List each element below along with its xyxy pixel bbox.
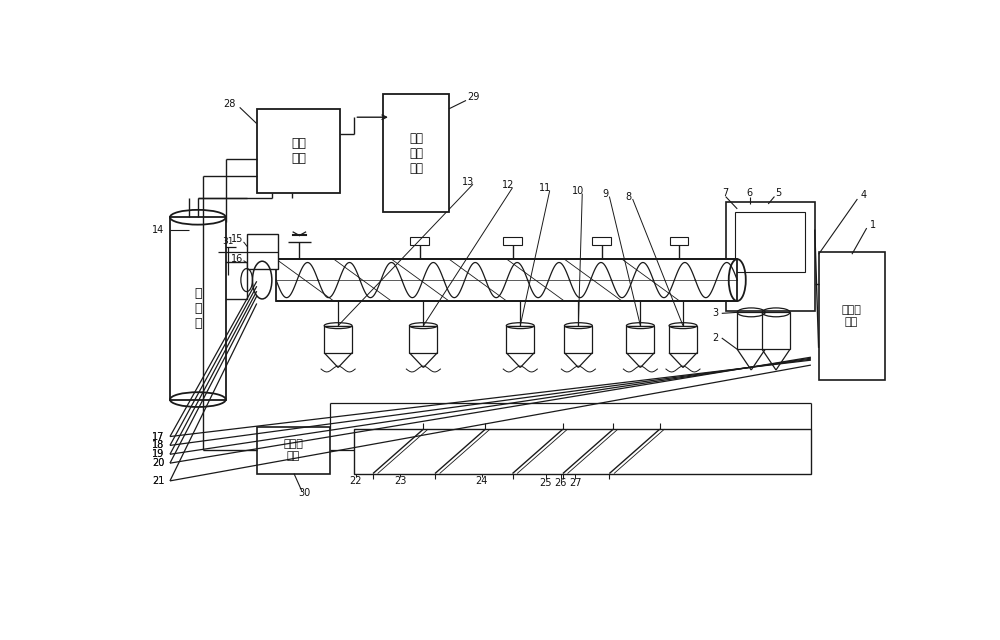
Text: 31: 31 xyxy=(222,237,234,246)
Text: 25: 25 xyxy=(540,478,552,488)
Text: 16: 16 xyxy=(231,254,244,264)
Text: 10: 10 xyxy=(572,186,584,196)
Bar xyxy=(409,326,437,353)
Text: 11: 11 xyxy=(539,183,551,193)
Text: 1: 1 xyxy=(870,220,876,230)
Text: 27: 27 xyxy=(569,478,582,488)
Text: 12: 12 xyxy=(502,180,515,190)
Text: 5: 5 xyxy=(775,188,781,198)
Text: 18: 18 xyxy=(152,440,164,451)
Text: 18: 18 xyxy=(152,440,164,451)
Text: 14: 14 xyxy=(152,225,164,235)
Bar xyxy=(669,326,697,353)
Text: 21: 21 xyxy=(152,476,165,486)
Bar xyxy=(737,312,765,349)
Bar xyxy=(170,217,226,399)
Bar xyxy=(735,212,805,272)
Bar xyxy=(257,109,340,193)
Bar xyxy=(564,326,592,353)
Text: 冷却水
系统: 冷却水 系统 xyxy=(284,439,304,461)
Text: 高温热
解炉: 高温热 解炉 xyxy=(842,305,862,326)
Text: 13: 13 xyxy=(462,177,474,187)
Text: 29: 29 xyxy=(468,92,480,102)
Bar xyxy=(354,429,811,474)
Text: 7: 7 xyxy=(722,188,729,198)
Text: 28: 28 xyxy=(223,99,236,109)
Text: 废气
处理
系统: 废气 处理 系统 xyxy=(409,132,423,175)
Text: 19: 19 xyxy=(152,449,164,460)
Text: 22: 22 xyxy=(350,476,362,486)
Bar xyxy=(410,237,429,245)
Text: 20: 20 xyxy=(152,458,165,468)
Bar xyxy=(670,237,688,245)
Bar xyxy=(762,312,790,349)
Bar xyxy=(383,94,449,212)
Text: 9: 9 xyxy=(602,189,609,199)
Bar xyxy=(503,237,522,245)
Bar xyxy=(218,262,247,298)
Bar xyxy=(247,234,278,269)
Bar xyxy=(506,326,534,353)
Text: 26: 26 xyxy=(554,478,567,488)
Bar xyxy=(257,427,330,474)
Bar xyxy=(726,202,815,311)
Bar xyxy=(819,252,885,380)
Text: 23: 23 xyxy=(394,476,406,486)
Text: 3: 3 xyxy=(712,308,719,318)
Text: 17: 17 xyxy=(152,431,165,442)
Text: 30: 30 xyxy=(299,488,311,498)
Text: 6: 6 xyxy=(747,188,753,198)
Bar xyxy=(592,237,611,245)
Bar xyxy=(324,326,352,353)
Text: 2: 2 xyxy=(712,333,719,343)
Text: 20: 20 xyxy=(152,458,165,468)
Text: 4: 4 xyxy=(861,190,867,200)
Text: 余热
锅炉: 余热 锅炉 xyxy=(291,137,306,164)
Text: 再
燃
室: 再 燃 室 xyxy=(194,287,202,330)
Bar xyxy=(276,259,737,301)
Text: 21: 21 xyxy=(152,476,165,486)
Text: 17: 17 xyxy=(152,431,165,442)
Text: 8: 8 xyxy=(626,191,632,202)
Text: 19: 19 xyxy=(152,449,164,460)
Bar xyxy=(626,326,654,353)
Text: 15: 15 xyxy=(231,234,244,244)
Text: 24: 24 xyxy=(475,476,488,486)
